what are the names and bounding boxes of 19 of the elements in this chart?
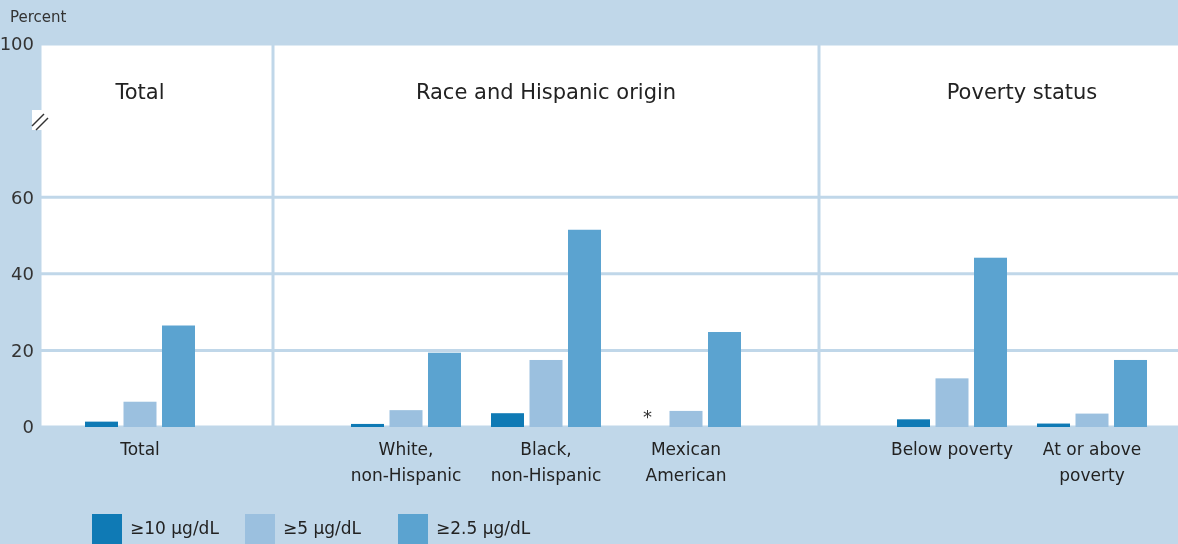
- annotation: Poverty status: [946, 80, 1098, 104]
- x-tick-label: Total: [119, 439, 160, 459]
- y-axis-title: Percent: [10, 8, 67, 26]
- x-tick-label: Below poverty: [891, 439, 1013, 459]
- legend-label: ≥5 μg/dL: [283, 518, 362, 538]
- legend-label: ≥2.5 μg/dL: [436, 518, 531, 538]
- x-tick-label: At or above poverty: [1042, 439, 1142, 485]
- y-tick-label: 40: [11, 263, 34, 285]
- legend-label: ≥10 μg/dL: [130, 518, 220, 538]
- y-tick-label: 20: [11, 339, 34, 361]
- y-tick-label: 60: [11, 186, 34, 208]
- x-tick-label: Black, non-Hispanic: [490, 439, 602, 485]
- annotation: Race and Hispanic origin: [415, 80, 677, 104]
- y-tick-label: 100: [0, 33, 34, 55]
- text: *: [643, 406, 652, 427]
- y-tick-label: 0: [22, 416, 34, 438]
- annotation: Total: [114, 80, 165, 104]
- x-tick-label: Mexican American: [645, 439, 727, 485]
- x-tick-label: White, non-Hispanic: [350, 439, 462, 485]
